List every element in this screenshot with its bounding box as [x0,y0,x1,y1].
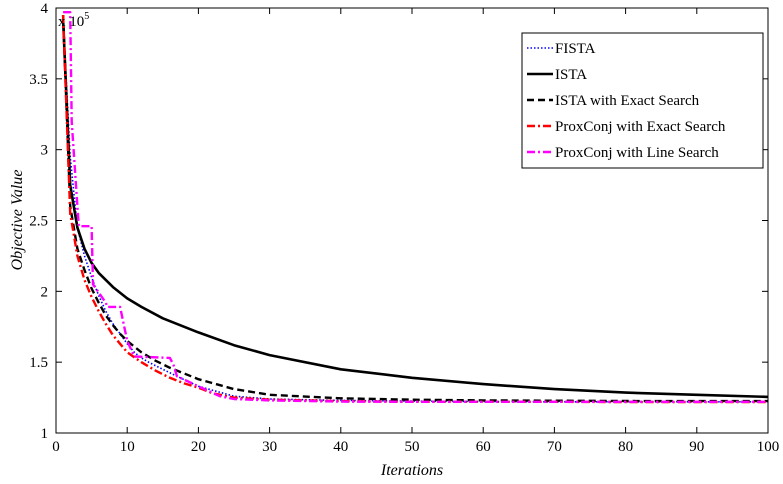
x-axis-label: Iterations [380,462,443,479]
legend-box [521,32,764,169]
series-layer [61,10,769,404]
y-tick-label: 3.5 [29,72,48,88]
y-tick-label: 1.5 [29,355,48,371]
y-tick-label: 2 [41,284,49,300]
y-tick-label: 3 [41,143,49,159]
y-axis-label: Objective Value [9,170,26,271]
axis-ticks: 0 10 20 30 40 50 60 70 80 90 100 1 1.5 2 2.5 3 3.5 4 [29,1,779,455]
series-line-proxconj-with-exact-search [61,15,768,404]
x-tick-label: 100 [757,439,780,455]
x-tick-label: 0 [52,439,60,455]
x-tick-label: 30 [262,439,277,455]
y-tick-label: 4 [41,1,49,17]
x-tick-label: 80 [618,439,633,455]
y-tick-label: 1 [41,426,49,442]
x-tick-label: 60 [476,439,491,455]
series-line-ista-with-exact-search [61,15,768,403]
legend-items: FISTA ISTA ISTA with Exact Search ProxConj … [527,41,726,161]
legend-label: ISTA [555,67,587,83]
x-tick-label: 70 [547,439,562,455]
y-tick-label: 2.5 [29,214,48,230]
x-tick-label: 50 [405,439,420,455]
x-tick-label: 90 [689,439,704,455]
x-tick-label: 10 [120,439,135,455]
legend-label: FISTA [555,41,596,57]
series-line-fista [62,19,768,403]
x-tick-label: 20 [191,439,206,455]
legend-label: ProxConj with Line Search [555,145,719,161]
series-line-ista [61,19,769,399]
x-tick-label: 40 [333,439,348,455]
series-line-proxconj-with-line-search [63,10,768,403]
legend-label: ISTA with Exact Search [555,93,700,109]
y-multiplier: x 105 [58,11,89,30]
legend-label: ProxConj with Exact Search [555,119,726,135]
legend: FISTA ISTA ISTA with Exact Search ProxConj … [521,32,764,169]
